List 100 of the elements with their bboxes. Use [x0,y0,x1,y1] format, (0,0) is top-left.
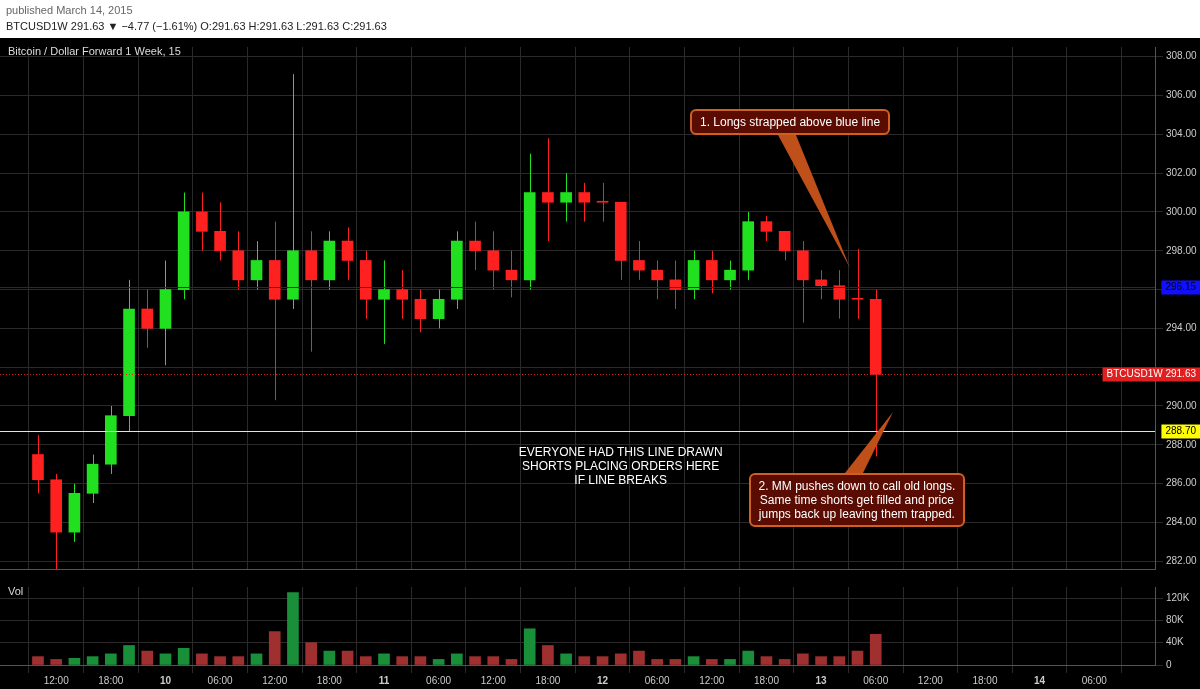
candlestick [724,259,736,291]
y-tick-label: 304.00 [1166,128,1198,140]
y-tick-label: 302.00 [1166,166,1198,178]
chart-title: Bitcoin / Dollar Forward 1 Week, 15 [8,44,181,57]
candlestick [596,182,609,223]
x-tick-label: 18:00 [972,674,998,686]
x-tick-label: 12 [596,674,609,686]
bar [760,656,773,665]
annotation: 1. Longs strapped above blue line [690,109,891,135]
x-tick-label: 18:00 [316,674,343,686]
y-tick-label: 40K [1166,636,1185,648]
x-tick-label: 13 [815,674,828,686]
x-tick-label: 18:00 [535,674,561,686]
bar [815,656,827,665]
candlestick [341,226,354,281]
candlestick [778,230,791,261]
bar [833,656,846,665]
y-tick-label: 300.00 [1166,205,1198,217]
bar [851,650,864,665]
bar [560,653,572,665]
x-tick-label: 12:00 [43,674,70,686]
x-tick-label: 06:00 [644,674,671,686]
bar [414,656,427,665]
bar [323,650,336,665]
bar [50,659,63,665]
chart-title: Vol [8,584,24,597]
ref-line-label: 296.15 [1165,281,1197,293]
bar [596,656,609,665]
y-tick-label: 294.00 [1166,322,1198,334]
bar [614,653,627,665]
bar [396,656,409,665]
bar [250,653,263,665]
y-tick-label: 282.00 [1166,554,1198,566]
bar [378,653,390,665]
candlestick [396,269,409,320]
bar [159,653,172,665]
bar [523,628,536,665]
candlestick [760,215,773,242]
x-tick-label: 10 [159,674,172,686]
y-tick-label: 284.00 [1166,516,1198,528]
candlestick [505,250,518,298]
candlestick [542,137,554,242]
bar [542,645,554,665]
candlestick [250,240,263,291]
chart-subtitle: BTCUSD1W 291.63 ▼ −4.77 (−1.61%) O:291.63 H:291.63 L:291.63 C:291.63 [6,19,388,34]
x-tick-label: 11 [378,674,390,686]
bar [268,631,281,665]
x-tick-label: 06:00 [1081,674,1108,686]
y-tick-label: 290.00 [1166,399,1198,411]
bar [705,659,718,665]
bar [341,650,354,665]
bar [287,592,299,665]
candlestick [705,250,718,294]
bar [177,647,190,665]
x-tick-label: 06:00 [863,674,889,686]
x-tick-label: 06:00 [426,674,452,686]
candlestick [633,240,645,281]
y-tick-label: 298.00 [1166,244,1198,256]
candlestick [578,182,591,223]
x-tick-label: 18:00 [98,674,124,686]
bar [633,650,645,665]
candlestick [378,259,390,345]
x-tick-label: 06:00 [207,674,234,686]
candlestick [214,201,226,261]
x-tick-label: 12:00 [917,674,944,686]
text: published March 14, 2015 [6,3,134,18]
bar [797,653,809,665]
bar [232,656,245,665]
bar [105,653,117,665]
candlestick [432,289,445,329]
annotation: 2. MM pushes down to call old longs. Same time shorts get filled and price jumps back up leaving them trapped. [748,473,966,527]
ref-line-label: 288.70 [1165,425,1197,437]
y-tick-label: 306.00 [1166,89,1198,101]
bar [196,653,208,665]
bar [505,659,518,665]
candlestick [487,230,500,291]
candlestick [833,269,846,320]
bar [487,656,500,665]
x-tick-label: 12:00 [480,674,507,686]
candlestick [141,289,154,349]
bar [141,650,154,665]
y-tick-label: 0 [1166,658,1172,670]
bar [469,656,481,665]
bar [578,656,591,665]
bar [669,659,682,665]
y-tick-label: 80K [1166,614,1185,626]
y-tick-label: 308.00 [1166,50,1198,62]
candlestick [815,269,827,300]
bar [724,659,736,665]
bar [432,659,445,665]
bar [68,657,81,665]
x-tick-label: 14 [1034,674,1046,686]
bar [687,656,700,665]
bar [123,645,135,665]
ref-line-label: BTCUSD1W 291.63 [1106,368,1197,380]
candlestick [196,192,208,252]
y-tick-label: 288.00 [1166,438,1198,450]
x-tick-label: 18:00 [753,674,780,686]
bar [742,650,755,665]
bar [778,659,791,665]
